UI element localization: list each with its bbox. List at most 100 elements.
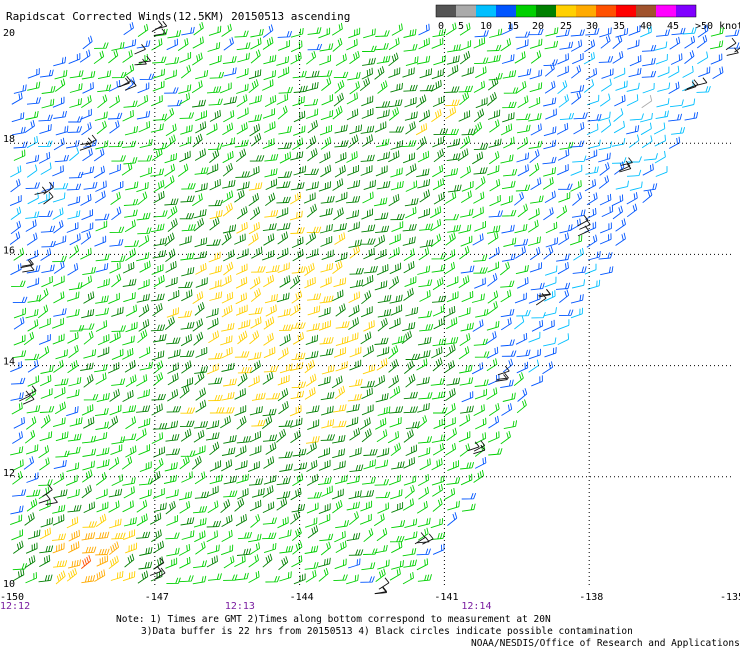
wind-barb	[236, 206, 248, 220]
wind-barb	[472, 233, 484, 246]
wind-barb	[403, 559, 417, 568]
wind-barb	[220, 275, 232, 288]
wind-barb	[669, 36, 681, 50]
wind-barb	[332, 289, 344, 302]
wind-barb	[517, 388, 528, 402]
wind-barb	[137, 227, 152, 235]
wind-barb	[304, 276, 316, 289]
wind-barb	[346, 501, 360, 511]
wind-barb	[69, 147, 80, 161]
wind-barb	[277, 374, 290, 386]
wind-barb	[601, 68, 614, 79]
wind-barb	[391, 502, 404, 513]
wind-barb	[193, 560, 207, 569]
wind-barb	[251, 392, 266, 401]
wind-barb	[332, 404, 347, 413]
wind-barb	[363, 548, 378, 555]
wind-barb	[579, 219, 591, 230]
wind-barb	[181, 360, 192, 374]
wind-barb	[377, 559, 390, 570]
wind-barb	[122, 405, 137, 414]
wind-barb	[656, 98, 670, 108]
wind-barb	[503, 136, 515, 149]
wind-barb	[333, 92, 344, 107]
wind-barb	[237, 488, 249, 500]
wind-barb	[66, 462, 80, 473]
wind-barb	[221, 322, 235, 332]
wind-barb	[447, 512, 458, 526]
wind-barb	[263, 456, 275, 469]
wind-barb	[513, 372, 524, 387]
wind-barb	[515, 80, 527, 94]
wind-barb	[305, 373, 317, 387]
wind-barb	[486, 358, 498, 372]
wind-barb	[414, 532, 426, 545]
wind-barb	[362, 45, 377, 52]
wind-barb	[600, 78, 612, 92]
wind-barb	[194, 371, 205, 386]
wind-barb	[136, 374, 148, 387]
wind-barb	[134, 58, 147, 66]
wind-barb	[69, 98, 82, 108]
wind-barb	[179, 556, 191, 569]
wind-barb	[54, 378, 69, 387]
wind-barb	[68, 282, 83, 291]
wind-barb	[125, 416, 137, 430]
wind-barb	[321, 364, 335, 375]
wind-barb	[388, 474, 401, 486]
wind-barb	[265, 264, 280, 274]
wind-barb	[151, 223, 165, 233]
wind-barb	[265, 392, 281, 400]
wind-barb	[447, 44, 461, 53]
wind-barb	[111, 474, 123, 487]
wind-barb	[249, 445, 262, 456]
wind-barb	[122, 433, 137, 441]
wind-barb	[628, 67, 642, 78]
wind-barb	[123, 22, 134, 36]
wind-barb	[445, 343, 456, 358]
wind-barb	[303, 192, 316, 204]
wind-barb	[486, 44, 502, 52]
wind-barb	[388, 375, 399, 389]
wind-barb	[363, 28, 376, 39]
wind-barb	[152, 56, 167, 64]
wind-barb	[348, 27, 361, 39]
wind-barb	[195, 399, 207, 413]
wind-barb	[278, 451, 293, 459]
wind-barb	[334, 385, 346, 400]
wind-barb	[433, 317, 445, 330]
wind-barb	[95, 372, 107, 385]
wind-barb	[52, 504, 66, 514]
wind-barb	[375, 417, 387, 430]
wind-barb	[22, 394, 35, 405]
wind-barb	[583, 79, 595, 93]
wind-barb	[276, 196, 291, 204]
wind-barb	[349, 50, 360, 65]
wind-barb	[136, 513, 148, 527]
wind-barb	[654, 134, 666, 147]
wind-barb	[277, 66, 290, 79]
wind-barb	[138, 561, 153, 570]
wind-barb	[459, 91, 470, 106]
wind-barb	[416, 501, 428, 514]
wind-barb	[290, 510, 301, 525]
wind-barb	[444, 168, 459, 177]
wind-barb	[290, 390, 305, 400]
wind-barb	[248, 114, 262, 123]
wind-barb	[291, 503, 306, 513]
wind-barb	[389, 417, 402, 428]
wind-barb	[388, 99, 403, 108]
wind-barb	[236, 122, 248, 135]
wind-barb	[517, 68, 532, 78]
wind-barb	[277, 262, 290, 274]
wind-barb	[543, 337, 557, 347]
wind-barb	[403, 84, 418, 92]
wind-barb	[95, 295, 109, 304]
wind-barb	[9, 195, 22, 207]
wind-barb	[642, 57, 656, 67]
wind-barb	[488, 246, 500, 260]
wind-barb	[473, 191, 485, 204]
wind-barb	[96, 501, 109, 513]
wind-barb	[531, 311, 546, 319]
wind-barb	[320, 236, 333, 247]
